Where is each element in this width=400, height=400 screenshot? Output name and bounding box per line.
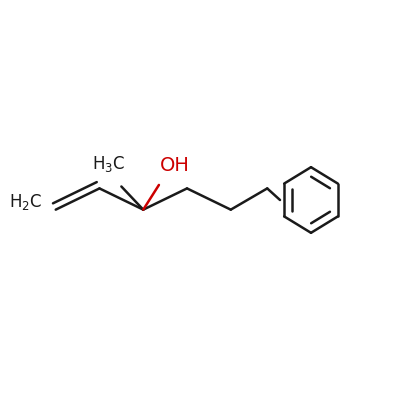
Text: H$_2$C: H$_2$C [9,192,42,212]
Text: H$_3$C: H$_3$C [92,154,125,174]
Text: OH: OH [160,156,190,175]
